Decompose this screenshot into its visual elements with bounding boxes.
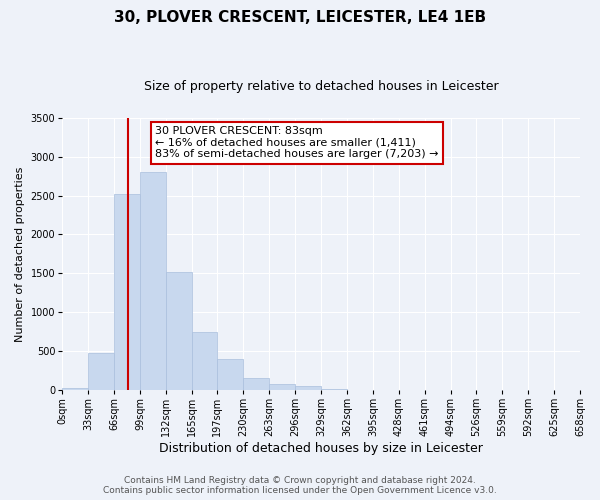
Bar xyxy=(62,388,88,390)
Bar xyxy=(114,194,140,390)
Bar xyxy=(88,353,114,390)
Bar xyxy=(166,272,192,390)
Bar xyxy=(295,386,321,390)
Title: Size of property relative to detached houses in Leicester: Size of property relative to detached ho… xyxy=(144,80,499,93)
Text: Contains HM Land Registry data © Crown copyright and database right 2024.
Contai: Contains HM Land Registry data © Crown c… xyxy=(103,476,497,495)
Bar xyxy=(140,172,166,390)
Text: 30, PLOVER CRESCENT, LEICESTER, LE4 1EB: 30, PLOVER CRESCENT, LEICESTER, LE4 1EB xyxy=(114,10,486,25)
Bar xyxy=(269,384,295,390)
X-axis label: Distribution of detached houses by size in Leicester: Distribution of detached houses by size … xyxy=(159,442,483,455)
Y-axis label: Number of detached properties: Number of detached properties xyxy=(15,166,25,342)
Text: 30 PLOVER CRESCENT: 83sqm
← 16% of detached houses are smaller (1,411)
83% of se: 30 PLOVER CRESCENT: 83sqm ← 16% of detac… xyxy=(155,126,439,159)
Bar xyxy=(243,378,269,390)
Bar xyxy=(217,359,243,390)
Bar xyxy=(192,332,217,390)
